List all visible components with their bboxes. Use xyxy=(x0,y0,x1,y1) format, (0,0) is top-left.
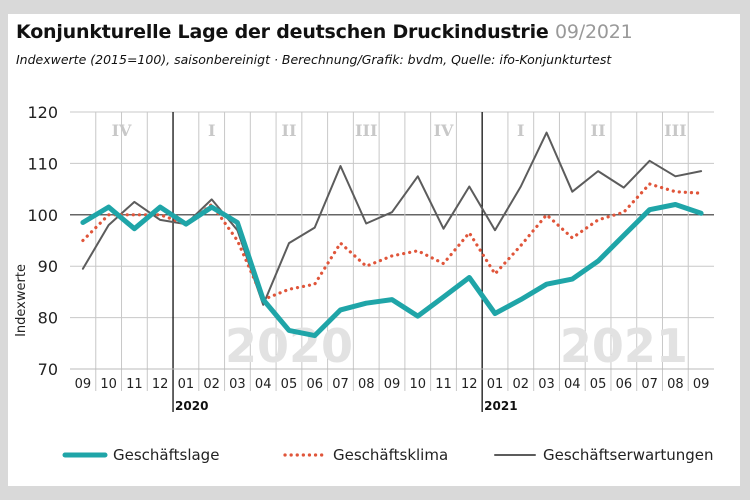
quarter-label: II xyxy=(281,121,296,140)
x-tick-label: 10 xyxy=(100,377,117,392)
x-tick-label: 06 xyxy=(306,377,323,392)
quarter-label: IV xyxy=(112,121,132,140)
x-tick-label: 09 xyxy=(693,377,710,392)
series-line-geschäftslage xyxy=(80,202,704,339)
legend-label: Geschäftslage xyxy=(113,446,219,464)
chart-card: Konjunkturelle Lage der deutschen Drucki… xyxy=(8,14,740,486)
chart-subtitle: Indexwerte (2015=100), saisonbereinigt ·… xyxy=(16,52,612,67)
chart-title: Konjunkturelle Lage der deutschen Drucki… xyxy=(16,21,633,43)
x-tick-label: 12 xyxy=(461,377,478,392)
year-label: 2021 xyxy=(484,399,517,413)
y-tick-label: 110 xyxy=(27,154,58,173)
legend-label: Geschäftsklima xyxy=(333,446,448,464)
quarter-label: III xyxy=(664,121,686,140)
x-tick-label: 09 xyxy=(384,377,401,392)
x-tick-label: 05 xyxy=(281,377,298,392)
quarter-label: II xyxy=(591,121,606,140)
quarter-label: I xyxy=(517,121,524,140)
x-tick-label: 07 xyxy=(641,377,658,392)
series-line-geschäftsklima xyxy=(81,182,703,302)
quarter-label: III xyxy=(355,121,377,140)
y-tick-label: 70 xyxy=(38,360,58,379)
x-tick-label: 01 xyxy=(487,377,504,392)
x-tick-label: 08 xyxy=(358,377,375,392)
title-date: 09/2021 xyxy=(555,21,633,43)
x-tick-label: 01 xyxy=(178,377,195,392)
quarter-label: I xyxy=(208,121,215,140)
title-text: Konjunkturelle Lage der deutschen Drucki… xyxy=(16,21,549,43)
x-tick-label: 02 xyxy=(513,377,530,392)
x-tick-label: 04 xyxy=(255,377,272,392)
legend-label: Geschäftserwartungen xyxy=(543,446,714,464)
x-tick-label: 11 xyxy=(435,377,452,392)
x-tick-label: 11 xyxy=(126,377,143,392)
quarter-label: IV xyxy=(434,121,454,140)
x-tick-label: 07 xyxy=(332,377,349,392)
y-tick-label: 90 xyxy=(38,257,58,276)
x-tick-label: 12 xyxy=(152,377,169,392)
y-tick-label: 100 xyxy=(27,206,58,225)
year-label: 2020 xyxy=(175,399,208,413)
year-watermark: 2021 xyxy=(560,319,688,373)
y-axis-label: Indexwerte xyxy=(14,264,29,337)
x-tick-label: 08 xyxy=(667,377,684,392)
x-tick-label: 09 xyxy=(75,377,92,392)
x-tick-label: 02 xyxy=(203,377,220,392)
x-tick-label: 10 xyxy=(409,377,426,392)
x-tick-label: 06 xyxy=(616,377,633,392)
x-tick-label: 03 xyxy=(538,377,555,392)
x-tick-label: 05 xyxy=(590,377,607,392)
x-tick-label: 03 xyxy=(229,377,246,392)
y-tick-label: 120 xyxy=(27,103,58,122)
y-tick-label: 80 xyxy=(38,309,58,328)
x-tick-label: 04 xyxy=(564,377,581,392)
